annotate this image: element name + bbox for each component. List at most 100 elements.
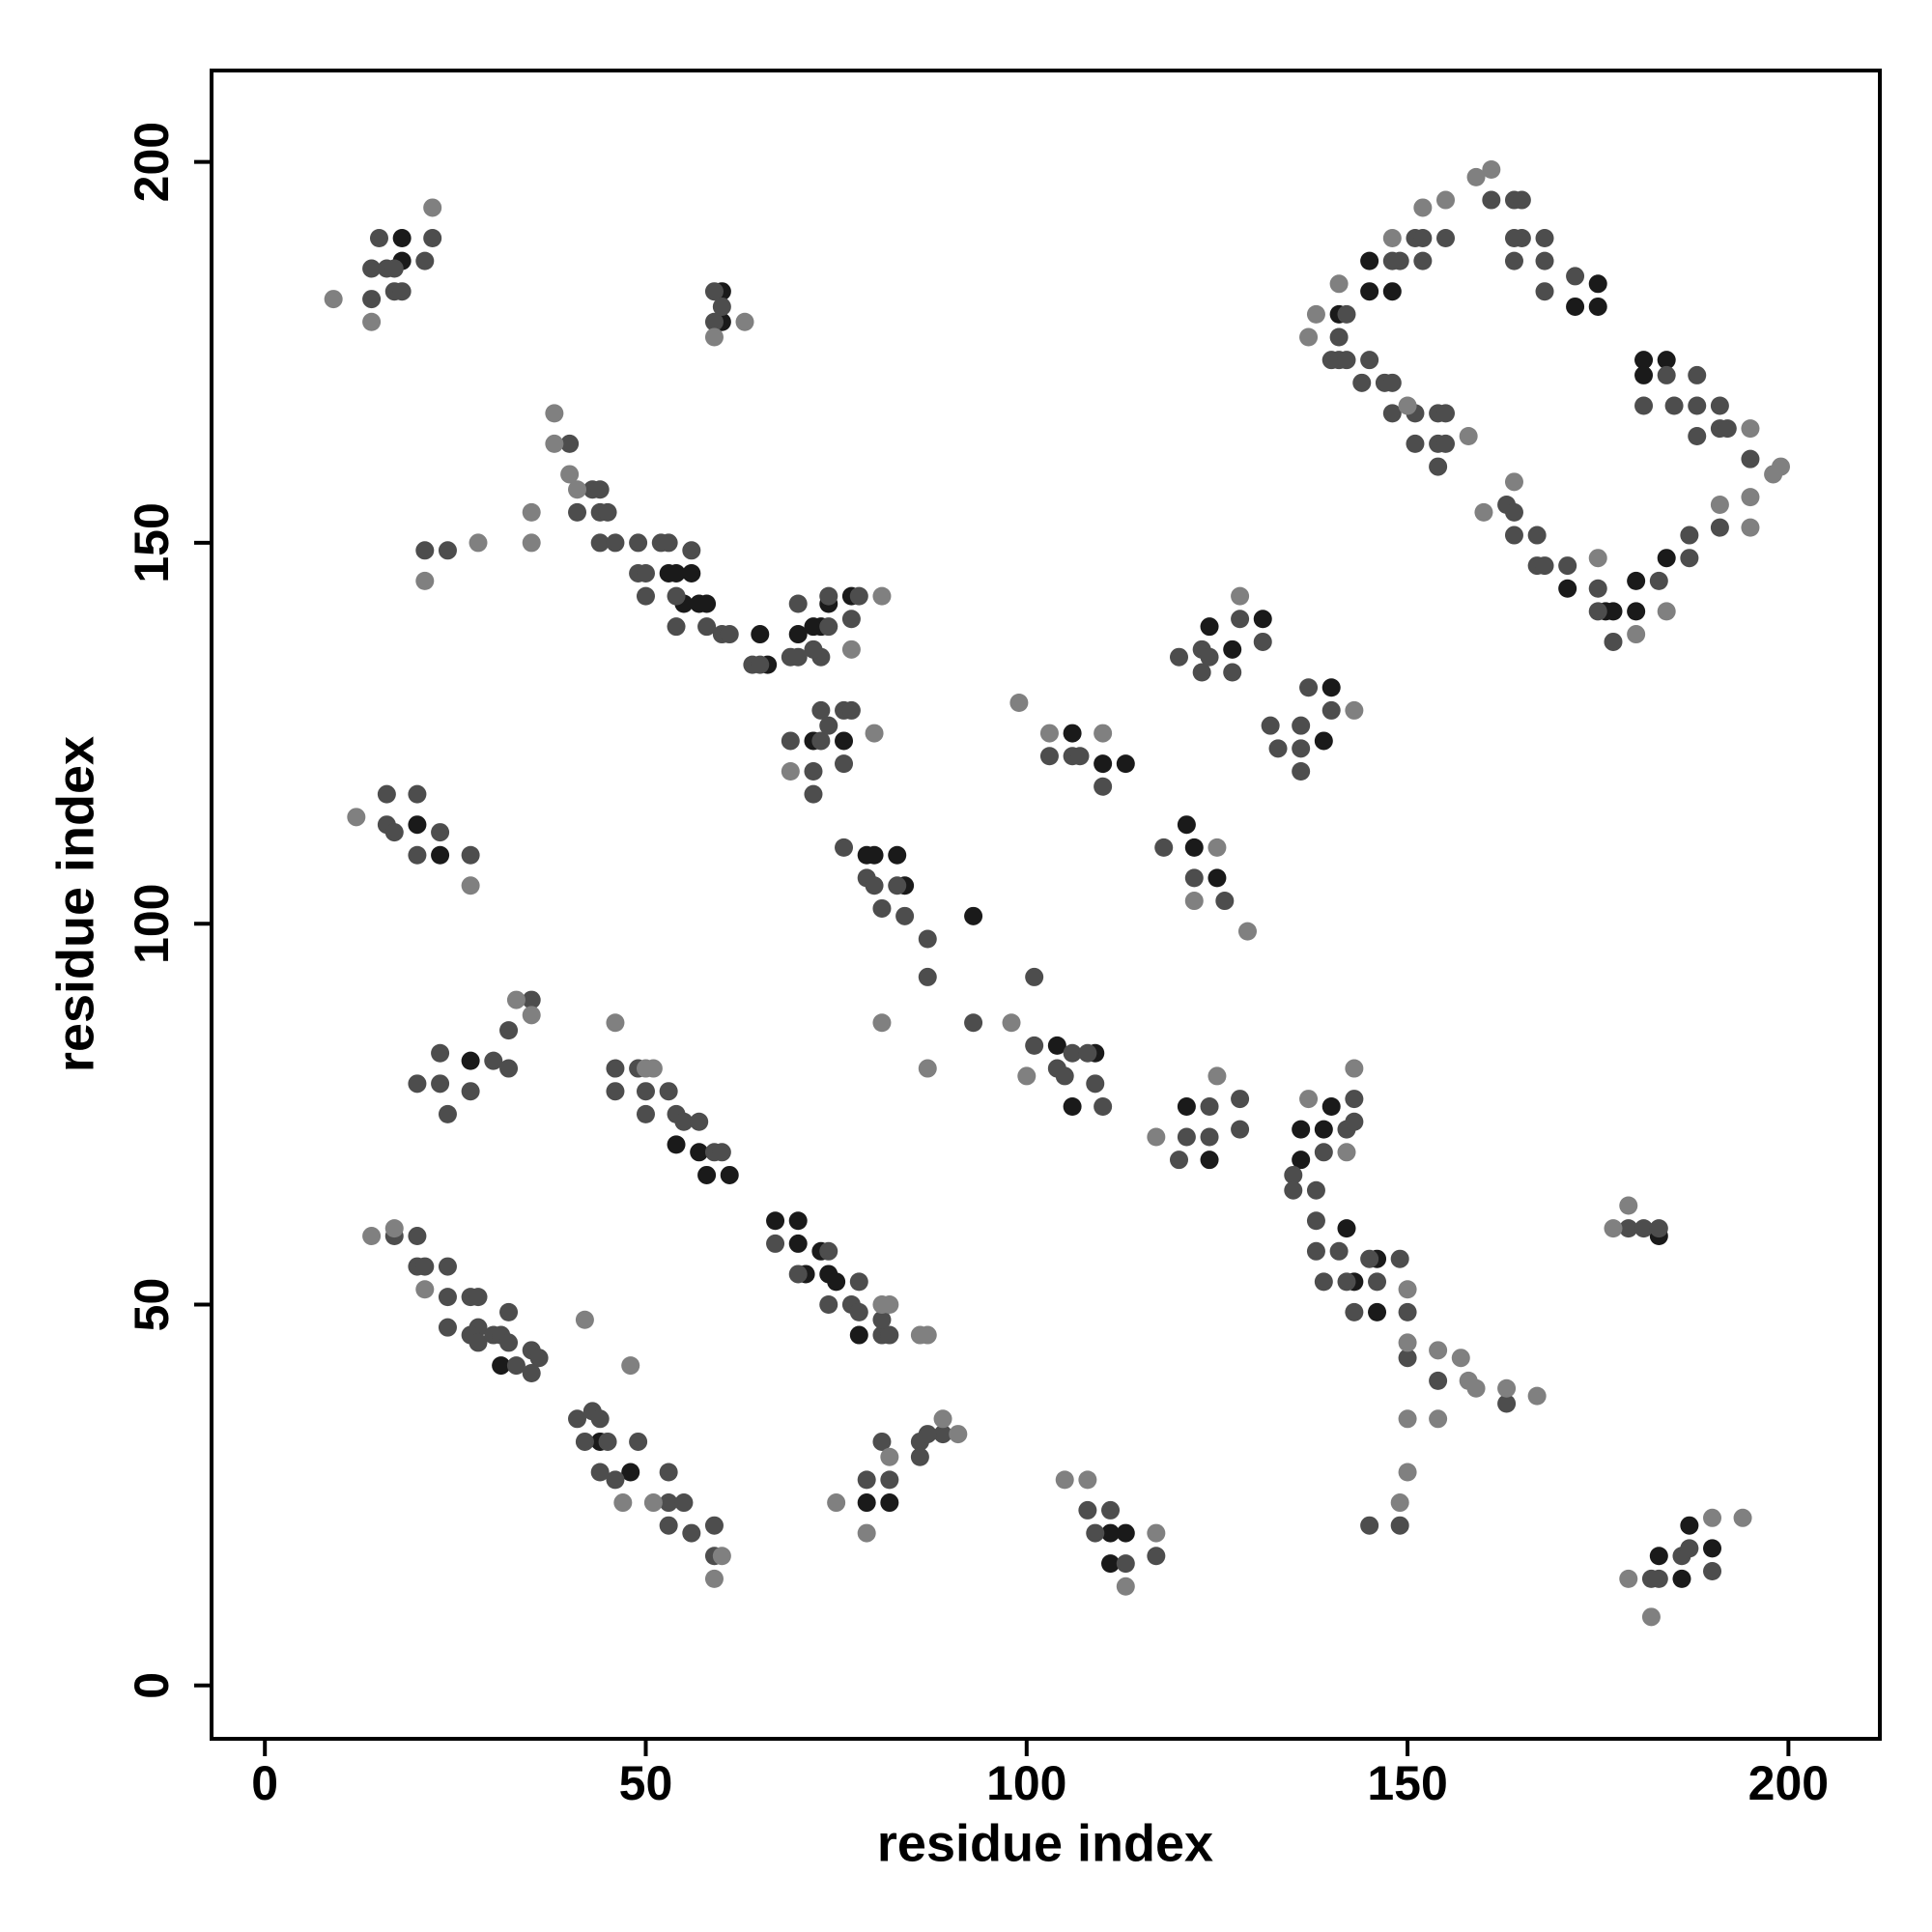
point (1382, 228, 1402, 247)
point (865, 724, 884, 743)
point (438, 1104, 457, 1123)
point (712, 1547, 731, 1566)
point (1504, 526, 1523, 545)
point (1086, 1074, 1105, 1094)
point (1208, 1066, 1227, 1086)
point (1413, 228, 1433, 247)
point (682, 541, 701, 560)
point (347, 808, 366, 827)
point (1710, 518, 1729, 537)
point (1413, 198, 1433, 217)
point (1527, 1386, 1547, 1406)
point (1337, 1143, 1356, 1162)
point (438, 1318, 457, 1337)
point (1688, 427, 1707, 446)
point (415, 541, 435, 560)
point (1368, 1302, 1387, 1321)
point (1231, 1090, 1250, 1109)
point (849, 1325, 868, 1345)
point (362, 1227, 382, 1246)
point (1292, 739, 1311, 758)
point (1200, 1151, 1219, 1170)
point (1177, 1127, 1196, 1147)
point (1292, 1151, 1311, 1170)
point (1261, 716, 1280, 735)
point (1649, 1219, 1668, 1238)
point (1398, 396, 1417, 415)
point (1154, 838, 1174, 857)
point (1504, 228, 1523, 247)
point (1649, 571, 1668, 590)
point (1094, 777, 1113, 796)
point (720, 1165, 739, 1184)
point (1170, 1151, 1189, 1170)
point (1321, 678, 1341, 697)
point (324, 290, 343, 309)
point (1268, 739, 1288, 758)
point (522, 1006, 541, 1025)
point (857, 1523, 876, 1543)
point (629, 1432, 648, 1451)
point (1208, 838, 1227, 857)
point (484, 1051, 503, 1070)
point (949, 1425, 968, 1444)
point (362, 312, 382, 331)
point (1535, 282, 1554, 301)
point (499, 1059, 519, 1078)
point (1619, 1196, 1638, 1215)
point (1292, 716, 1311, 735)
point (811, 700, 831, 720)
point (438, 1288, 457, 1307)
point (415, 571, 435, 590)
point (1039, 724, 1059, 743)
point (613, 1493, 633, 1513)
point (1253, 632, 1272, 651)
point (377, 784, 396, 804)
point (1535, 228, 1554, 247)
point (1627, 625, 1646, 644)
point (712, 297, 731, 316)
point (1504, 502, 1523, 522)
point (392, 228, 412, 247)
point (499, 1333, 519, 1352)
point (1588, 579, 1607, 598)
point (1429, 1409, 1448, 1429)
point (1688, 396, 1707, 415)
point (819, 617, 838, 637)
y-tick-label: 150 (125, 502, 179, 582)
y-tick-label: 100 (125, 883, 179, 963)
point (697, 1165, 717, 1184)
point (529, 1349, 549, 1368)
point (461, 845, 480, 865)
point (667, 617, 686, 637)
point (1237, 922, 1257, 941)
point (697, 594, 717, 613)
point (1231, 586, 1250, 606)
point (1741, 518, 1760, 537)
point (1649, 1569, 1668, 1588)
point (819, 1295, 838, 1315)
point (1619, 1569, 1638, 1588)
point (918, 1325, 937, 1345)
point (1094, 1096, 1113, 1116)
point (560, 434, 580, 453)
point (1063, 724, 1082, 743)
point (1664, 396, 1684, 415)
point (674, 1112, 694, 1131)
point (1329, 274, 1349, 294)
point (1101, 1500, 1121, 1520)
point (910, 1447, 929, 1466)
point (1116, 1523, 1135, 1543)
point (1329, 327, 1349, 347)
point (704, 327, 724, 347)
point (1482, 160, 1501, 180)
point (819, 586, 838, 606)
point (384, 259, 404, 278)
point (431, 845, 450, 865)
point (690, 1143, 709, 1162)
point (1527, 526, 1547, 545)
point (788, 1264, 808, 1284)
point (804, 639, 823, 659)
point (1398, 1333, 1417, 1352)
point (1429, 457, 1448, 476)
